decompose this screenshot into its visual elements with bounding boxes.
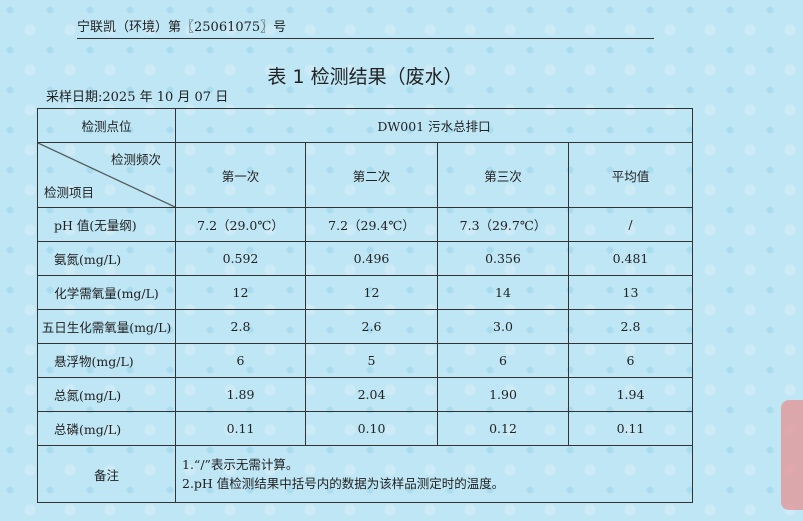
value-cell: 13 <box>568 275 693 310</box>
value-cell: 7.2（29.0℃） <box>175 207 306 242</box>
value-cell: 6 <box>437 343 569 378</box>
table-title: 表 1 检测结果（废水） <box>267 66 463 88</box>
value-cell: 2.04 <box>305 377 438 412</box>
value-cell: 0.481 <box>568 241 693 276</box>
remark-1: 1.“/”表示无需计算。 <box>182 457 299 472</box>
report-number: 宁联凯（环境）第〖25061075〗号 <box>77 16 654 39</box>
value-cell: 0.496 <box>305 241 438 276</box>
value-cell: 12 <box>175 275 306 310</box>
point-value: DW001 污水总排口 <box>175 108 693 143</box>
value-cell: 1.90 <box>437 377 569 412</box>
point-label: 检测点位 <box>37 108 176 143</box>
value-cell: 2.8 <box>568 309 693 344</box>
item-name: 化学需氧量(mg/L) <box>37 275 176 310</box>
value-cell: 5 <box>305 343 438 378</box>
remark-2: 2.pH 值检测结果中括号内的数据为该样品测定时的温度。 <box>182 476 505 491</box>
value-cell: 0.592 <box>175 241 306 276</box>
value-cell: 0.11 <box>175 411 306 446</box>
table-row: pH 值(无量纲) 7.2（29.0℃） 7.2（29.4℃） 7.3（29.7℃） / <box>37 207 693 242</box>
value-cell: 1.94 <box>568 377 693 412</box>
item-name: pH 值(无量纲) <box>37 207 176 242</box>
results-table: 检测点位 DW001 污水总排口 检测频次检测项目 第一次 第二次 第三次 平均… <box>37 108 693 503</box>
value-cell: / <box>568 207 693 242</box>
col-header: 第二次 <box>305 142 438 208</box>
value-cell: 6 <box>175 343 306 378</box>
col-header: 第一次 <box>175 142 306 208</box>
remarks: 1.“/”表示无需计算。 2.pH 值检测结果中括号内的数据为该样品测定时的温度。 <box>175 445 693 503</box>
table-row: 悬浮物(mg/L) 6 5 6 6 <box>37 343 693 378</box>
table-row: 五日生化需氧量(mg/L) 2.8 2.6 3.0 2.8 <box>37 309 693 344</box>
value-cell: 1.89 <box>175 377 306 412</box>
item-label: 检测项目 <box>44 185 95 200</box>
value-cell: 2.6 <box>305 309 438 344</box>
item-name: 总氮(mg/L) <box>37 377 176 412</box>
remarks-label: 备注 <box>37 445 176 503</box>
item-name: 悬浮物(mg/L) <box>37 343 176 378</box>
value-cell: 2.8 <box>175 309 306 344</box>
diagonal-header: 检测频次检测项目 <box>37 142 176 208</box>
value-cell: 3.0 <box>437 309 569 344</box>
table-row: 氨氮(mg/L) 0.592 0.496 0.356 0.481 <box>37 241 693 276</box>
col-header: 平均值 <box>568 142 693 208</box>
item-name: 氨氮(mg/L) <box>37 241 176 276</box>
item-name: 总磷(mg/L) <box>37 411 176 446</box>
table-row: 总磷(mg/L) 0.11 0.10 0.12 0.11 <box>37 411 693 446</box>
red-seal-fragment <box>781 400 803 510</box>
value-cell: 6 <box>568 343 693 378</box>
value-cell: 7.3（29.7℃） <box>437 207 569 242</box>
value-cell: 0.356 <box>437 241 569 276</box>
col-header: 第三次 <box>437 142 569 208</box>
item-name: 五日生化需氧量(mg/L) <box>37 309 176 344</box>
table-row: 化学需氧量(mg/L) 12 12 14 13 <box>37 275 693 310</box>
value-cell: 0.10 <box>305 411 438 446</box>
value-cell: 12 <box>305 275 438 310</box>
value-cell: 14 <box>437 275 569 310</box>
table-row: 总氮(mg/L) 1.89 2.04 1.90 1.94 <box>37 377 693 412</box>
value-cell: 7.2（29.4℃） <box>305 207 438 242</box>
value-cell: 0.11 <box>568 411 693 446</box>
freq-label: 检测频次 <box>110 152 161 167</box>
value-cell: 0.12 <box>437 411 569 446</box>
sample-date: 采样日期:2025 年 10 月 07 日 <box>46 90 229 105</box>
